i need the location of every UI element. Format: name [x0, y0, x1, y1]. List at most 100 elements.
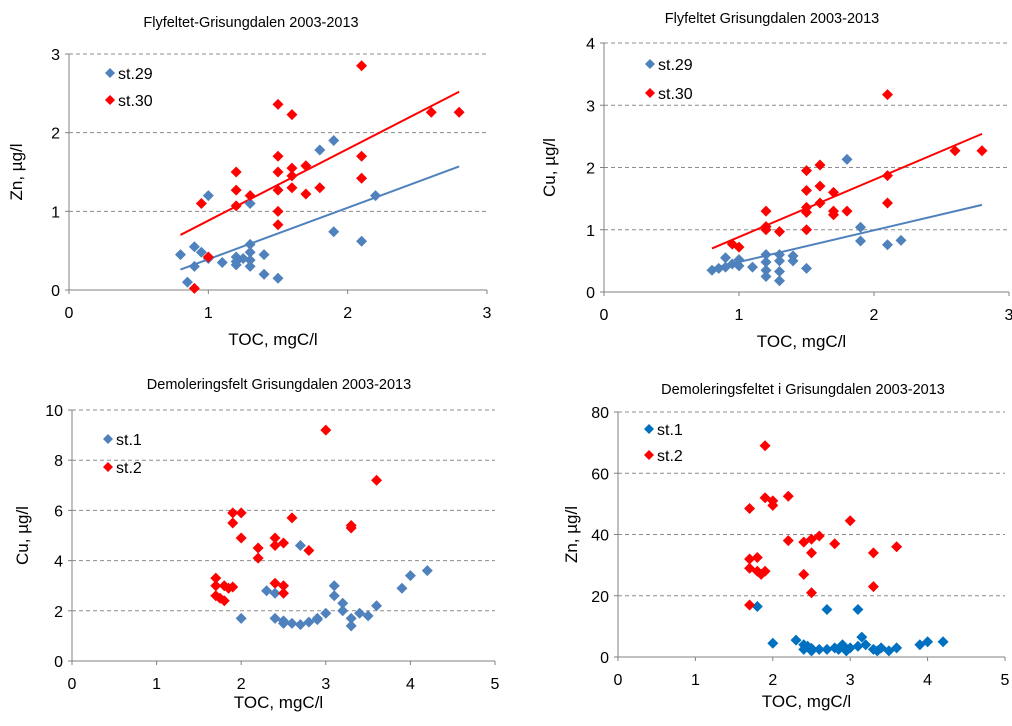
data-point-st-29	[244, 197, 256, 209]
data-point-st-30	[801, 206, 812, 218]
legend-label-st-2: st.2	[657, 448, 683, 465]
data-point-st-1	[852, 640, 864, 652]
data-point-st-2	[744, 502, 756, 514]
x-tick-label: 1	[691, 672, 700, 689]
data-point-st-30	[272, 219, 284, 231]
data-point-st-30	[286, 182, 298, 194]
data-point-st-1	[320, 607, 332, 619]
data-point-st-30	[814, 159, 826, 171]
data-point-st-1	[337, 605, 349, 617]
data-point-st-1	[269, 612, 281, 624]
data-point-st-29	[244, 246, 256, 258]
x-tick-label: 2	[768, 672, 777, 689]
data-point-st-29	[195, 246, 207, 258]
x-tick-label: 4	[406, 676, 415, 693]
legend-marker	[644, 450, 654, 460]
data-point-st-29	[713, 262, 725, 274]
trendline-st-29	[711, 203, 983, 270]
data-point-st-2	[751, 551, 763, 563]
x-axis-label: TOC, mgC/l	[234, 693, 323, 712]
data-point-st-1	[821, 604, 833, 616]
legend-label-st-2: st.2	[116, 460, 142, 477]
y-tick-label: 4	[54, 554, 63, 571]
data-point-st-30	[882, 170, 893, 182]
legend-marker	[105, 68, 115, 78]
data-point-st-30	[356, 60, 368, 72]
data-point-st-30	[828, 186, 839, 198]
data-point-st-2	[278, 537, 289, 549]
data-point-st-30	[230, 166, 242, 178]
data-point-st-2	[891, 541, 903, 553]
y-tick-label: 80	[591, 405, 609, 422]
data-point-st-29	[855, 221, 866, 233]
data-point-st-1	[328, 580, 340, 592]
legend-label-st-29: st.29	[658, 57, 693, 74]
data-point-st-2	[303, 545, 315, 557]
data-point-st-1	[421, 565, 433, 577]
data-point-st-30	[244, 190, 256, 202]
data-point-st-29	[356, 235, 368, 247]
legend-label-st-1: st.1	[116, 432, 142, 449]
data-point-st-30	[356, 172, 368, 184]
data-point-st-30	[286, 162, 298, 174]
data-point-st-1	[345, 612, 357, 624]
data-point-st-2	[227, 517, 239, 529]
legend-label-st-30: st.30	[118, 93, 153, 110]
data-point-st-30	[202, 251, 214, 263]
y-tick-label: 0	[600, 650, 609, 667]
data-point-st-1	[844, 642, 856, 654]
data-point-st-29	[370, 190, 382, 202]
data-point-st-30	[188, 282, 200, 294]
data-point-st-29	[882, 239, 893, 251]
legend-marker	[105, 95, 115, 105]
data-point-st-2	[759, 440, 771, 452]
data-point-st-2	[798, 568, 810, 580]
data-point-st-29	[328, 226, 340, 238]
data-point-st-29	[230, 259, 242, 271]
data-point-st-30	[976, 145, 988, 157]
data-point-st-29	[188, 241, 200, 253]
x-tick-label: 1	[204, 305, 213, 322]
data-point-st-29	[760, 249, 772, 261]
y-tick-label: 1	[51, 204, 60, 221]
data-point-st-1	[261, 585, 273, 597]
data-point-st-2	[235, 507, 247, 519]
data-point-st-2	[345, 522, 357, 534]
y-tick-label: 1	[586, 223, 595, 240]
data-point-st-29	[733, 254, 745, 266]
data-point-st-30	[300, 160, 312, 172]
data-point-st-30	[841, 205, 853, 217]
data-point-st-30	[828, 209, 839, 221]
data-point-st-1	[371, 600, 383, 612]
data-point-st-29	[760, 264, 772, 276]
data-point-st-1	[404, 570, 416, 582]
trendline-st-29	[180, 165, 460, 271]
data-point-st-1	[767, 637, 779, 649]
data-point-st-1	[294, 540, 306, 552]
x-tick-label: 1	[735, 307, 744, 324]
data-point-st-30	[801, 185, 812, 197]
x-tick-label: 0	[65, 305, 74, 322]
data-point-st-30	[801, 165, 812, 177]
legend-marker	[645, 88, 655, 98]
data-point-st-29	[774, 265, 785, 277]
data-point-st-29	[760, 256, 772, 268]
data-point-st-29	[855, 235, 866, 247]
x-tick-label: 0	[68, 676, 77, 693]
legend-marker	[103, 434, 113, 444]
data-point-st-29	[774, 255, 785, 267]
legend-label-st-1: st.1	[657, 422, 683, 439]
data-point-st-30	[760, 205, 772, 217]
y-tick-label: 3	[51, 47, 60, 64]
data-point-st-30	[814, 197, 826, 209]
y-tick-label: 0	[54, 654, 63, 671]
data-point-st-29	[895, 234, 907, 246]
data-point-st-29	[774, 275, 785, 287]
y-axis-label: Zn, µg/l	[562, 506, 581, 563]
data-point-st-29	[272, 272, 284, 284]
data-point-st-2	[867, 581, 879, 593]
x-tick-label: 3	[483, 305, 492, 322]
data-point-st-1	[396, 582, 408, 594]
x-tick-label: 2	[237, 676, 246, 693]
y-tick-label: 6	[54, 503, 63, 520]
